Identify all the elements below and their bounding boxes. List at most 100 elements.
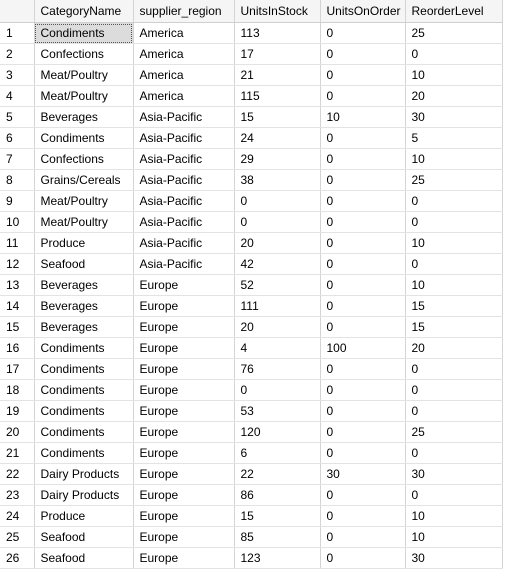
cell-supplier-region[interactable]: Asia-Pacific (133, 253, 235, 275)
cell-supplier-region[interactable]: Asia-Pacific (133, 148, 235, 170)
cell-supplier-region[interactable]: Europe (133, 295, 235, 317)
cell-reorderlevel[interactable]: 15 (405, 316, 503, 338)
cell-unitsinstock[interactable]: 120 (234, 421, 321, 443)
cell-unitsonorder[interactable]: 0 (320, 484, 406, 506)
cell-categoryname[interactable]: Dairy Products (34, 463, 134, 485)
cell-categoryname[interactable]: Condiments (34, 127, 134, 149)
cell-unitsinstock[interactable]: 53 (234, 400, 321, 422)
row-number[interactable]: 9 (0, 190, 35, 212)
cell-supplier-region[interactable]: Europe (133, 463, 235, 485)
cell-categoryname[interactable]: Confections (34, 148, 134, 170)
table-row[interactable]: 19 Condiments Europe 53 0 0 (0, 400, 503, 422)
cell-reorderlevel[interactable]: 0 (405, 484, 503, 506)
cell-unitsinstock[interactable]: 4 (234, 337, 321, 359)
cell-categoryname[interactable]: Grains/Cereals (34, 169, 134, 191)
cell-supplier-region[interactable]: America (133, 64, 235, 86)
row-number[interactable]: 15 (0, 316, 35, 338)
cell-supplier-region[interactable]: Europe (133, 400, 235, 422)
cell-categoryname[interactable]: Confections (34, 43, 134, 65)
table-row[interactable]: 7 Confections Asia-Pacific 29 0 10 (0, 148, 503, 170)
cell-reorderlevel[interactable]: 0 (405, 400, 503, 422)
column-header-unitsonorder[interactable]: UnitsOnOrder (320, 0, 406, 23)
table-row[interactable]: 4 Meat/Poultry America 115 0 20 (0, 85, 503, 107)
table-row[interactable]: 15 Beverages Europe 20 0 15 (0, 316, 503, 338)
row-number[interactable]: 14 (0, 295, 35, 317)
row-number[interactable]: 11 (0, 232, 35, 254)
row-number[interactable]: 18 (0, 379, 35, 401)
cell-unitsinstock[interactable]: 22 (234, 463, 321, 485)
cell-categoryname[interactable]: Produce (34, 505, 134, 527)
cell-unitsonorder[interactable]: 0 (320, 211, 406, 233)
row-number[interactable]: 5 (0, 106, 35, 128)
cell-unitsinstock[interactable]: 15 (234, 106, 321, 128)
row-number[interactable]: 24 (0, 505, 35, 527)
cell-unitsinstock[interactable]: 123 (234, 547, 321, 569)
cell-reorderlevel[interactable]: 10 (405, 232, 503, 254)
table-row[interactable]: 21 Condiments Europe 6 0 0 (0, 442, 503, 464)
cell-supplier-region[interactable]: Asia-Pacific (133, 232, 235, 254)
cell-unitsinstock[interactable]: 38 (234, 169, 321, 191)
row-number[interactable]: 7 (0, 148, 35, 170)
cell-unitsonorder[interactable]: 0 (320, 316, 406, 338)
cell-unitsonorder[interactable]: 0 (320, 274, 406, 296)
cell-categoryname[interactable]: Condiments (34, 379, 134, 401)
row-number[interactable]: 17 (0, 358, 35, 380)
cell-unitsonorder[interactable]: 0 (320, 400, 406, 422)
cell-supplier-region[interactable]: Asia-Pacific (133, 169, 235, 191)
cell-categoryname[interactable]: Beverages (34, 106, 134, 128)
cell-unitsinstock[interactable]: 0 (234, 379, 321, 401)
cell-categoryname[interactable]: Seafood (34, 526, 134, 548)
row-number[interactable]: 13 (0, 274, 35, 296)
cell-reorderlevel[interactable]: 0 (405, 442, 503, 464)
cell-unitsonorder[interactable]: 0 (320, 22, 406, 44)
cell-unitsonorder[interactable]: 100 (320, 337, 406, 359)
cell-supplier-region[interactable]: Europe (133, 274, 235, 296)
cell-unitsinstock[interactable]: 115 (234, 85, 321, 107)
cell-categoryname[interactable]: Condiments (34, 400, 134, 422)
row-number[interactable]: 22 (0, 463, 35, 485)
cell-categoryname[interactable]: Produce (34, 232, 134, 254)
cell-reorderlevel[interactable]: 0 (405, 379, 503, 401)
cell-reorderlevel[interactable]: 25 (405, 169, 503, 191)
cell-supplier-region[interactable]: Europe (133, 526, 235, 548)
cell-supplier-region[interactable]: America (133, 22, 235, 44)
table-row[interactable]: 22 Dairy Products Europe 22 30 30 (0, 463, 503, 485)
row-number[interactable]: 1 (0, 22, 35, 44)
table-row[interactable]: 16 Condiments Europe 4 100 20 (0, 337, 503, 359)
cell-reorderlevel[interactable]: 10 (405, 148, 503, 170)
cell-reorderlevel[interactable]: 10 (405, 274, 503, 296)
cell-reorderlevel[interactable]: 0 (405, 190, 503, 212)
column-header-supplier-region[interactable]: supplier_region (133, 0, 235, 23)
cell-categoryname[interactable]: Dairy Products (34, 484, 134, 506)
table-row[interactable]: 3 Meat/Poultry America 21 0 10 (0, 64, 503, 86)
cell-reorderlevel[interactable]: 0 (405, 253, 503, 275)
cell-categoryname[interactable]: Condiments (34, 442, 134, 464)
cell-unitsonorder[interactable]: 0 (320, 547, 406, 569)
cell-unitsinstock[interactable]: 15 (234, 505, 321, 527)
cell-categoryname[interactable]: Meat/Poultry (34, 211, 134, 233)
table-row[interactable]: 12 Seafood Asia-Pacific 42 0 0 (0, 253, 503, 275)
cell-reorderlevel[interactable]: 10 (405, 526, 503, 548)
cell-reorderlevel[interactable]: 20 (405, 337, 503, 359)
cell-reorderlevel[interactable]: 25 (405, 22, 503, 44)
row-number[interactable]: 20 (0, 421, 35, 443)
cell-reorderlevel[interactable]: 0 (405, 358, 503, 380)
table-row[interactable]: 23 Dairy Products Europe 86 0 0 (0, 484, 503, 506)
select-all-corner[interactable] (0, 0, 35, 23)
cell-reorderlevel[interactable]: 0 (405, 43, 503, 65)
cell-unitsonorder[interactable]: 10 (320, 106, 406, 128)
cell-supplier-region[interactable]: Europe (133, 505, 235, 527)
cell-supplier-region[interactable]: Asia-Pacific (133, 211, 235, 233)
cell-unitsonorder[interactable]: 0 (320, 421, 406, 443)
cell-unitsonorder[interactable]: 0 (320, 190, 406, 212)
row-number[interactable]: 10 (0, 211, 35, 233)
cell-reorderlevel[interactable]: 30 (405, 547, 503, 569)
row-number[interactable]: 6 (0, 127, 35, 149)
cell-unitsinstock[interactable]: 76 (234, 358, 321, 380)
cell-supplier-region[interactable]: Europe (133, 337, 235, 359)
cell-unitsonorder[interactable]: 0 (320, 505, 406, 527)
cell-unitsinstock[interactable]: 111 (234, 295, 321, 317)
row-number[interactable]: 23 (0, 484, 35, 506)
cell-unitsonorder[interactable]: 0 (320, 127, 406, 149)
cell-supplier-region[interactable]: America (133, 43, 235, 65)
